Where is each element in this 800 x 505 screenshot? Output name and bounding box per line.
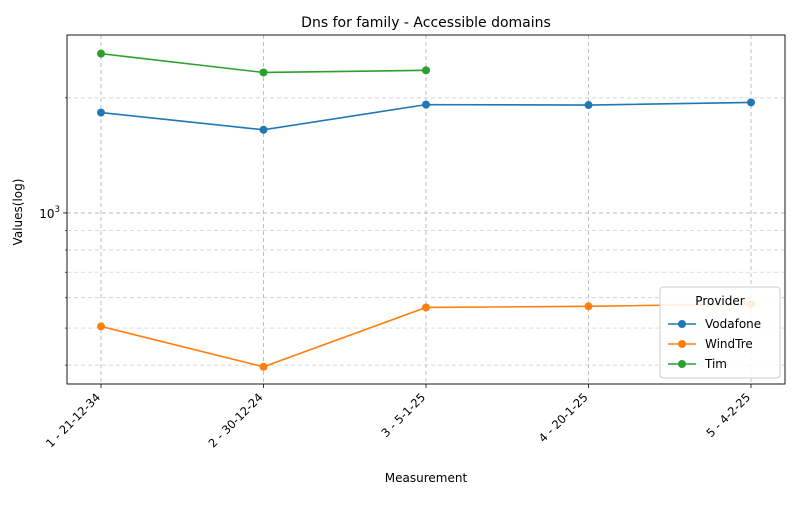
series-windtre	[97, 299, 755, 371]
data-point	[747, 98, 755, 107]
x-tick-label: 1 - 21-12-34	[43, 390, 103, 450]
legend-label: Vodafone	[705, 317, 761, 331]
legend-frame	[659, 286, 781, 379]
legend-marker	[678, 360, 686, 368]
plot-frame	[66, 34, 786, 385]
data-point	[584, 101, 593, 110]
series-layer	[97, 49, 755, 371]
series-tim	[97, 49, 430, 77]
data-point	[259, 125, 268, 134]
data-point	[584, 302, 593, 311]
y-axis-label: Values(log)	[11, 179, 25, 246]
legend-title: Provider	[695, 294, 744, 308]
legend-marker	[678, 320, 686, 328]
legend-label: Tim	[704, 357, 727, 371]
legend-label: WindTre	[705, 337, 753, 351]
data-point	[259, 362, 268, 371]
data-point	[422, 66, 430, 75]
legend: Provider Vodafone WindTre Tim	[659, 286, 781, 379]
data-point	[259, 68, 268, 77]
chart-title: Dns for family - Accessible domains	[301, 15, 551, 31]
data-point	[422, 100, 430, 109]
axes: 1 - 21-12-34 2 - 30-12-24 3 - 5-1-25 4 - 20…	[39, 34, 786, 450]
legend-marker	[678, 340, 686, 348]
series-vodafone	[97, 98, 755, 134]
data-point	[97, 49, 105, 58]
x-axis-label: Measurement	[385, 471, 468, 485]
data-point	[97, 108, 105, 117]
data-point	[97, 322, 105, 331]
x-tick-label: 2 - 30-12-24	[206, 390, 266, 450]
y-tick-label: 103	[39, 205, 60, 221]
x-tick-label: 3 - 5-1-25	[378, 390, 428, 440]
x-tick-label: 5 - 4-2-25	[703, 390, 753, 440]
x-tick-label: 4 - 20-1-25	[536, 390, 591, 445]
data-point	[422, 303, 430, 312]
